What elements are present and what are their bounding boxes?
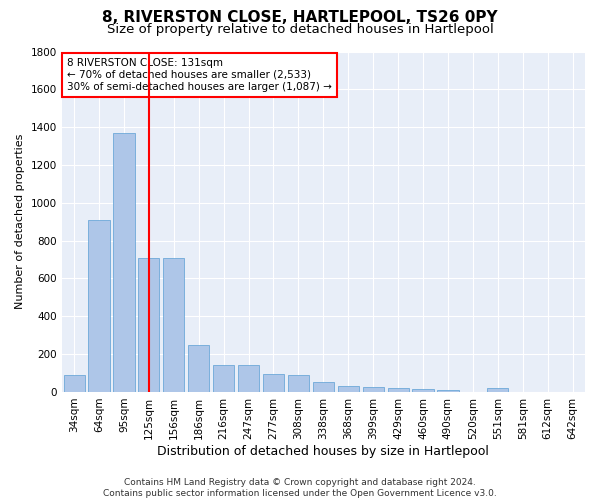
Bar [238,364,259,392]
Bar [138,258,160,392]
Text: 8 RIVERSTON CLOSE: 131sqm
← 70% of detached houses are smaller (2,533)
30% of se: 8 RIVERSTON CLOSE: 131sqm ← 70% of detac… [67,58,332,92]
Bar [338,386,359,392]
Bar [188,344,209,392]
Bar [163,258,184,392]
Bar [64,375,85,392]
Text: Contains HM Land Registry data © Crown copyright and database right 2024.
Contai: Contains HM Land Registry data © Crown c… [103,478,497,498]
Bar [263,374,284,392]
Bar [487,388,508,392]
Bar [362,387,384,392]
Text: 8, RIVERSTON CLOSE, HARTLEPOOL, TS26 0PY: 8, RIVERSTON CLOSE, HARTLEPOOL, TS26 0PY [102,10,498,25]
Bar [437,390,458,392]
Bar [412,389,434,392]
Y-axis label: Number of detached properties: Number of detached properties [15,134,25,310]
Bar [88,220,110,392]
Bar [213,364,234,392]
Bar [288,375,309,392]
Bar [388,388,409,392]
Text: Size of property relative to detached houses in Hartlepool: Size of property relative to detached ho… [107,22,493,36]
X-axis label: Distribution of detached houses by size in Hartlepool: Distribution of detached houses by size … [157,444,489,458]
Bar [113,133,134,392]
Bar [313,382,334,392]
